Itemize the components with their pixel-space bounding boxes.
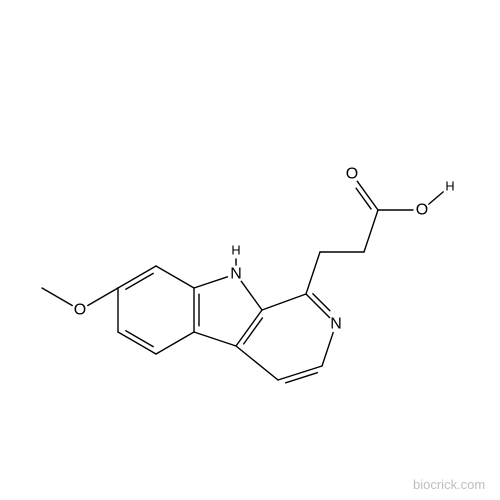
molecule-structure: ONHNOOH (0, 0, 500, 500)
atom-label-h: H (231, 243, 240, 258)
atom-label-h: H (445, 179, 454, 194)
atom-label-o: O (346, 166, 358, 183)
watermark-text: biocrick.com (413, 477, 485, 492)
atom-label-n: N (330, 316, 342, 333)
atom-label-o: O (416, 202, 428, 219)
atom-label-o: O (74, 302, 86, 319)
atom-label-n: N (230, 266, 242, 283)
